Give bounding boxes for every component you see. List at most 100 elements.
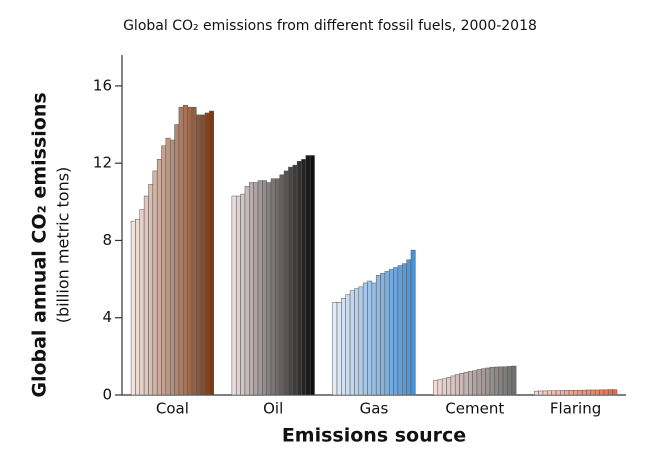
bar [301, 159, 307, 396]
bar [354, 288, 360, 396]
bar [309, 155, 315, 396]
bar [384, 271, 390, 396]
bar [257, 180, 263, 396]
bar [187, 106, 193, 396]
bar [594, 389, 600, 396]
bar [283, 170, 289, 396]
bar [577, 389, 583, 396]
bar [459, 373, 465, 396]
x-tick-label: Cement [445, 400, 504, 418]
x-tick-label: Gas [360, 400, 389, 418]
bar [560, 390, 565, 396]
x-tick-label: Oil [263, 400, 283, 418]
bar [511, 365, 517, 396]
bar [143, 195, 149, 396]
bar [551, 390, 557, 396]
bar [191, 106, 197, 396]
bar [402, 263, 407, 396]
bar [612, 389, 618, 396]
bar [349, 290, 355, 396]
bar [367, 280, 373, 396]
bar [441, 378, 447, 396]
bar [481, 368, 486, 396]
bar [494, 366, 499, 396]
bar [336, 302, 342, 396]
bar [406, 259, 412, 396]
bar [178, 106, 184, 396]
bar [380, 273, 386, 396]
bar [463, 371, 469, 396]
bar [341, 298, 346, 396]
bar [564, 390, 570, 396]
bar [472, 370, 478, 396]
bar [393, 267, 399, 396]
bar [231, 195, 237, 396]
bar [371, 282, 377, 396]
x-tick-label: Coal [156, 400, 189, 418]
bar [275, 178, 280, 396]
bar [288, 166, 294, 396]
bar [161, 145, 167, 396]
bar [266, 182, 272, 396]
bar [270, 178, 276, 396]
bar [454, 374, 460, 396]
bar [450, 375, 456, 396]
bar [542, 390, 548, 396]
bar [476, 369, 482, 396]
bar [292, 164, 298, 396]
bar [586, 389, 592, 396]
bar [534, 390, 539, 396]
bar [244, 186, 250, 396]
bar [375, 274, 381, 396]
bar [209, 110, 214, 396]
y-tick-label: 8 [102, 231, 112, 249]
bar [507, 366, 513, 396]
bar [152, 170, 158, 396]
bar [345, 294, 351, 396]
bar [446, 377, 452, 396]
bar [433, 380, 439, 396]
bar [279, 174, 285, 396]
bar [603, 389, 609, 396]
chart-title: Global CO₂ emissions from different foss… [123, 18, 537, 34]
bar [305, 155, 311, 396]
bar [196, 114, 201, 396]
bar [437, 379, 443, 396]
bar [249, 182, 254, 396]
bar [581, 389, 587, 396]
bar [169, 139, 175, 396]
bar [388, 269, 394, 396]
bar [547, 390, 552, 396]
bar [468, 371, 473, 396]
bar [200, 114, 206, 396]
y-tick-label: 12 [93, 154, 112, 172]
bar [240, 193, 246, 396]
y-axis-sublabel: (billion metric tons) [54, 167, 73, 324]
bar [139, 209, 145, 396]
bar [397, 265, 403, 396]
bar [607, 389, 613, 396]
bar [489, 366, 495, 396]
bar [262, 180, 267, 396]
bar [568, 390, 574, 396]
bar [573, 390, 579, 396]
y-tick-label: 0 [102, 386, 112, 404]
bar [358, 286, 364, 396]
bar [165, 137, 171, 396]
bar [538, 390, 544, 396]
bar [135, 218, 141, 396]
bar [253, 182, 259, 396]
bar [555, 390, 561, 396]
bar [362, 282, 368, 396]
x-tick-label: Flaring [550, 400, 601, 418]
bar [502, 366, 508, 396]
bar [204, 112, 210, 396]
bar [183, 104, 188, 396]
y-axis-label: Global annual CO₂ emissions [29, 92, 51, 397]
bar [485, 367, 491, 396]
y-tick-label: 4 [102, 308, 112, 326]
bar [410, 249, 416, 396]
bar [156, 159, 162, 396]
bar [599, 389, 605, 396]
